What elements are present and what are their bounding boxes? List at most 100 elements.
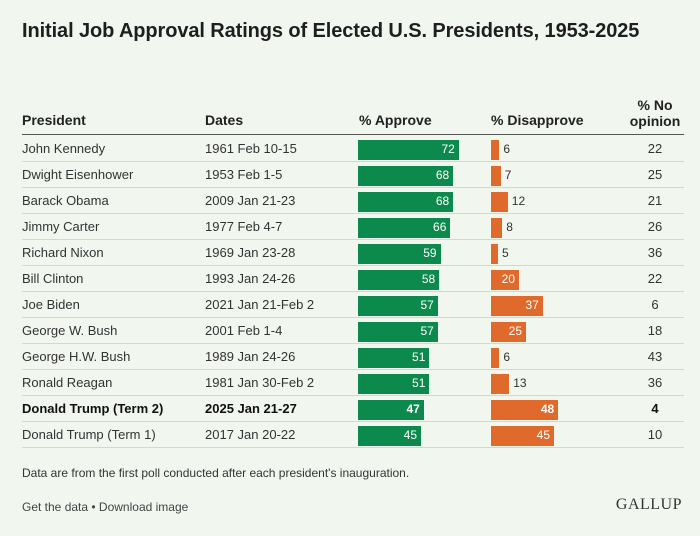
link-separator: •	[88, 500, 99, 514]
no-opinion-value: 43	[647, 349, 663, 364]
poll-dates: 1993 Jan 24-26	[205, 271, 296, 286]
approve-bar: 72	[358, 140, 459, 160]
gallup-logo: GALLUP	[615, 496, 682, 513]
no-opinion-value: 25	[647, 167, 663, 182]
poll-dates: 2021 Jan 21-Feb 2	[205, 297, 315, 312]
no-opinion-value: 4	[651, 401, 659, 416]
poll-dates: 1989 Jan 24-26	[205, 349, 296, 364]
approve-bar: 57	[358, 322, 438, 342]
column-header-dates: Dates	[205, 112, 244, 128]
header-divider	[22, 134, 684, 135]
approve-value-label: 58	[421, 272, 436, 286]
president-name: Donald Trump (Term 2)	[22, 401, 164, 416]
no-opinion-value: 36	[647, 375, 663, 390]
approve-value-label: 68	[435, 194, 450, 208]
row-divider	[22, 265, 684, 266]
no-opinion-value: 36	[647, 245, 663, 260]
no-opinion-value: 21	[647, 193, 663, 208]
row-divider	[22, 421, 684, 422]
approve-value-label: 66	[433, 220, 447, 234]
column-header-disapprove: % Disapprove	[491, 112, 584, 128]
disapprove-value-label: 8	[506, 220, 513, 234]
disapprove-bar: 45	[491, 426, 554, 446]
poll-dates: 1961 Feb 10-15	[205, 141, 297, 156]
president-name: Richard Nixon	[22, 245, 104, 260]
disapprove-value-label: 20	[501, 272, 515, 286]
disapprove-bar: 6	[491, 140, 510, 160]
row-divider	[22, 213, 684, 214]
disapprove-value-label: 48	[540, 402, 555, 416]
poll-dates: 2025 Jan 21-27	[205, 401, 297, 416]
poll-dates: 2009 Jan 21-23	[205, 193, 296, 208]
chart-title: Initial Job Approval Ratings of Elected …	[22, 20, 640, 42]
table-row: Ronald Reagan 1981 Jan 30-Feb 2 51 13 36	[0, 370, 700, 396]
no-opinion-value: 22	[647, 271, 663, 286]
disapprove-value-label: 37	[525, 298, 539, 312]
approve-value-label: 47	[406, 402, 420, 416]
footer-links: Get the data • Download image	[22, 500, 188, 514]
column-header-president: President	[22, 112, 86, 128]
table-row: John Kennedy 1961 Feb 10-15 72 6 22	[0, 136, 700, 162]
table-row: Donald Trump (Term 2) 2025 Jan 21-27 47 48 4	[0, 396, 700, 422]
no-opinion-value: 22	[647, 141, 663, 156]
president-name: George W. Bush	[22, 323, 118, 338]
disapprove-bar: 20	[491, 270, 519, 290]
row-divider	[22, 187, 684, 188]
poll-dates: 1981 Jan 30-Feb 2	[205, 375, 315, 390]
no-opinion-value: 18	[647, 323, 663, 338]
column-header-approve: % Approve	[359, 112, 432, 128]
disapprove-bar: 5	[491, 244, 509, 264]
row-divider	[22, 161, 684, 162]
download-image-link[interactable]: Download image	[98, 500, 189, 514]
table-row: Barack Obama 2009 Jan 21-23 68 12 21	[0, 188, 700, 214]
disapprove-value-label: 5	[502, 246, 509, 260]
no-opinion-value: 6	[651, 297, 659, 312]
approve-value-label: 57	[420, 298, 434, 312]
poll-dates: 1953 Feb 1-5	[205, 167, 283, 182]
president-name: John Kennedy	[22, 141, 106, 156]
disapprove-value-label: 6	[503, 350, 511, 364]
table-row: Donald Trump (Term 1) 2017 Jan 20-22 45 45 1…	[0, 422, 700, 448]
disapprove-bar: 6	[491, 348, 510, 368]
approve-value-label: 68	[435, 168, 450, 182]
disapprove-bar: 48	[491, 400, 559, 420]
footnote: Data are from the first poll conducted a…	[22, 466, 410, 480]
get-data-link[interactable]: Get the data	[22, 500, 89, 514]
row-divider	[22, 291, 684, 292]
president-name: Jimmy Carter	[22, 219, 100, 234]
president-name: Barack Obama	[22, 193, 109, 208]
approve-bar: 66	[358, 218, 451, 238]
approve-bar: 51	[358, 374, 430, 394]
president-name: Donald Trump (Term 1)	[22, 427, 156, 442]
row-divider	[22, 317, 684, 318]
approve-value-label: 72	[441, 142, 455, 156]
approve-bar: 45	[358, 426, 421, 446]
approve-value-label: 51	[412, 350, 426, 364]
table-row: Richard Nixon 1969 Jan 23-28 59 5 36	[0, 240, 700, 266]
disapprove-value-label: 7	[504, 168, 512, 182]
disapprove-bar: 37	[491, 296, 543, 316]
president-name: Ronald Reagan	[22, 375, 113, 390]
disapprove-bar: 8	[491, 218, 513, 238]
row-divider	[22, 369, 684, 370]
table-row: Joe Biden 2021 Jan 21-Feb 2 57 37 6	[0, 292, 700, 318]
poll-dates: 2017 Jan 20-22	[205, 427, 296, 442]
approve-bar: 68	[358, 166, 454, 186]
row-divider	[22, 447, 684, 448]
row-divider	[22, 239, 684, 240]
disapprove-value-label: 25	[508, 324, 522, 338]
approve-value-label: 51	[412, 376, 426, 390]
table-row: Dwight Eisenhower 1953 Feb 1-5 68 7 25	[0, 162, 700, 188]
disapprove-value-label: 12	[511, 194, 526, 208]
poll-dates: 2001 Feb 1-4	[205, 323, 283, 338]
table-row: George H.W. Bush 1989 Jan 24-26 51 6 43	[0, 344, 700, 370]
president-name: Joe Biden	[22, 297, 80, 312]
approve-bar: 68	[358, 192, 454, 212]
president-name: Bill Clinton	[22, 271, 84, 286]
approve-value-label: 59	[423, 246, 437, 260]
approve-bar: 51	[358, 348, 430, 368]
column-header-no-opinion: % No opinion	[629, 97, 681, 129]
table-header: President Dates % Approve % Disapprove %…	[0, 96, 700, 132]
poll-dates: 1969 Jan 23-28	[205, 245, 296, 260]
president-name: George H.W. Bush	[22, 349, 131, 364]
